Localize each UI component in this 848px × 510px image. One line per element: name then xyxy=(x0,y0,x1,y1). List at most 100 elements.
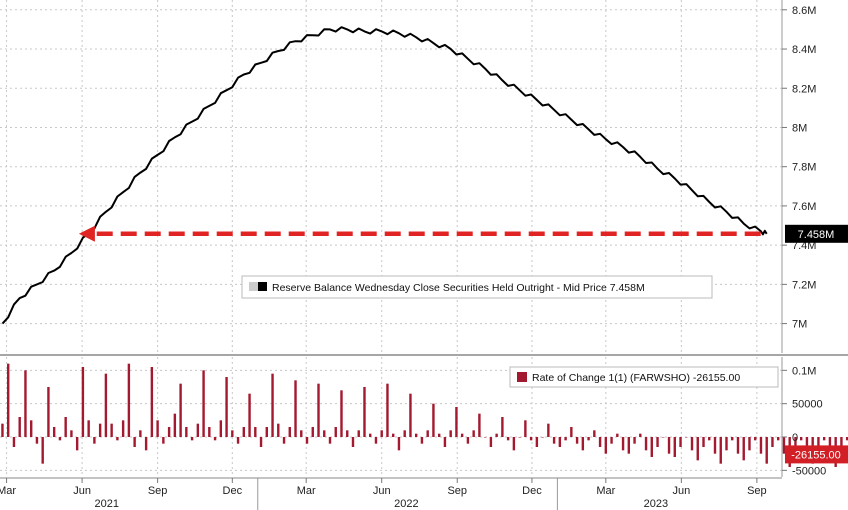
rate-of-change-bar xyxy=(524,420,527,437)
rate-of-change-bar xyxy=(328,437,332,444)
top-y-tick-label: 8.4M xyxy=(792,44,816,56)
bottom-legend-swatch xyxy=(517,372,527,382)
rate-of-change-bar xyxy=(719,437,722,464)
rate-of-change-bar xyxy=(822,437,826,441)
rate-of-change-bar xyxy=(639,433,642,437)
rate-of-change-bar xyxy=(374,437,378,444)
rate-of-change-bar xyxy=(41,437,44,464)
rate-of-change-bar xyxy=(70,430,73,437)
rate-of-change-bar xyxy=(587,437,590,441)
top-y-tick-label: 7.2M xyxy=(792,279,816,291)
rate-of-change-bar xyxy=(24,370,27,437)
rate-of-change-bar xyxy=(541,437,544,438)
x-year-label: 2022 xyxy=(394,498,418,510)
rate-of-change-bar xyxy=(673,437,676,457)
rate-of-change-bar xyxy=(685,437,688,438)
rate-of-change-bar xyxy=(845,437,848,441)
rate-of-change-bar xyxy=(799,437,803,441)
rate-of-change-bar xyxy=(466,437,470,444)
rate-of-change-bar xyxy=(731,437,734,441)
rate-of-change-bar xyxy=(311,427,314,437)
x-month-label: Sep xyxy=(747,485,767,497)
rate-of-change-bar xyxy=(380,430,383,437)
rate-of-change-bar xyxy=(7,363,10,437)
x-month-label: Mar xyxy=(0,485,16,497)
rate-of-change-bar xyxy=(392,433,395,437)
rate-of-change-bar xyxy=(564,437,567,441)
rate-of-change-bar xyxy=(248,393,251,437)
top-last-value-tag: 7.458M xyxy=(785,224,848,243)
securities-held-line-path xyxy=(1,26,768,325)
rate-of-change-bar xyxy=(397,437,401,451)
rate-of-change-bar xyxy=(225,377,228,437)
rate-of-change-bar xyxy=(432,403,435,437)
rate-of-change-bar xyxy=(840,437,843,451)
rate-of-change-bar xyxy=(650,437,653,457)
rate-of-change-bar xyxy=(662,437,665,438)
rate-of-change-bar xyxy=(254,427,257,437)
x-month-label: Jun xyxy=(373,485,391,497)
rate-of-change-bar xyxy=(547,423,550,437)
rate-of-change-bar xyxy=(483,437,487,438)
rate-of-change-bar xyxy=(35,437,39,444)
rate-of-change-bar xyxy=(29,420,33,437)
rate-of-change-bar xyxy=(346,430,349,437)
rate-of-change-bar xyxy=(323,430,326,437)
x-month-label: Dec xyxy=(223,485,243,497)
rate-of-change-bar xyxy=(495,433,498,437)
rate-of-change-bar xyxy=(725,437,728,451)
top-y-tick-label: 8.2M xyxy=(792,83,816,95)
x-month-label: Dec xyxy=(522,485,542,497)
rate-of-change-bar xyxy=(127,363,131,437)
top-last-value-label: 7.458M xyxy=(798,229,835,241)
rate-of-change-bar xyxy=(156,420,159,437)
rate-of-change-bar xyxy=(777,437,780,441)
rate-of-change-bar xyxy=(300,430,303,437)
rate-of-change-bar xyxy=(828,437,832,454)
rate-of-change-bar xyxy=(455,407,458,437)
rate-of-change-bar xyxy=(369,433,372,437)
rate-of-change-bar xyxy=(282,437,286,444)
rate-of-change-bar xyxy=(633,437,636,444)
x-month-label: Sep xyxy=(148,485,168,497)
rate-of-change-bar xyxy=(173,413,177,437)
x-axis: Mar Jun Sep Dec Mar Jun Sep Dec Mar Jun Sep 2021 202… xyxy=(0,477,782,510)
rate-of-change-bar xyxy=(185,427,188,437)
rate-of-change-bar xyxy=(219,420,223,437)
rate-of-change-bar xyxy=(593,430,596,437)
bottom-last-value-tag: -26155.00 xyxy=(785,445,848,464)
rate-of-change-bar xyxy=(679,437,682,447)
rate-of-change-bar xyxy=(271,373,274,437)
rate-of-change-bar xyxy=(294,380,297,437)
rate-of-change-bar xyxy=(18,417,21,437)
rate-of-change-bar xyxy=(87,420,90,437)
rate-of-change-bar xyxy=(529,437,533,441)
x-year-label: 2021 xyxy=(94,498,118,510)
bottom-legend-box xyxy=(509,366,779,388)
top-y-tick-label: 7M xyxy=(792,319,807,331)
rate-of-change-bar xyxy=(512,437,516,451)
rate-of-change-bar xyxy=(162,437,165,444)
rate-of-change-bar xyxy=(765,437,768,464)
securities-held-line xyxy=(1,26,768,325)
rate-of-change-bar xyxy=(265,427,268,437)
rate-of-change-bar xyxy=(363,387,366,437)
rate-of-change-bar xyxy=(478,413,481,437)
rate-of-change-bar xyxy=(575,437,579,444)
rate-of-change-bar xyxy=(334,427,337,437)
top-y-tick-label: 8.6M xyxy=(792,5,816,17)
bottom-legend: Rate of Change 1(1) (FARWSHO) -26155.00 xyxy=(509,366,779,388)
rate-of-change-bar xyxy=(64,417,67,437)
rate-of-change-bar xyxy=(449,430,452,437)
rate-of-change-bar xyxy=(489,437,493,447)
rate-of-change-bar xyxy=(409,393,412,437)
rate-of-change-bar xyxy=(518,437,521,438)
rate-of-change-bar xyxy=(610,437,613,444)
rate-of-change-bar xyxy=(420,437,424,444)
rate-of-change-bar xyxy=(12,437,16,447)
rate-of-change-bar xyxy=(150,367,154,437)
bottom-y-tick-label: 0.1M xyxy=(792,365,816,377)
x-year-label: 2023 xyxy=(644,498,668,510)
top-panel-grid xyxy=(0,0,782,353)
